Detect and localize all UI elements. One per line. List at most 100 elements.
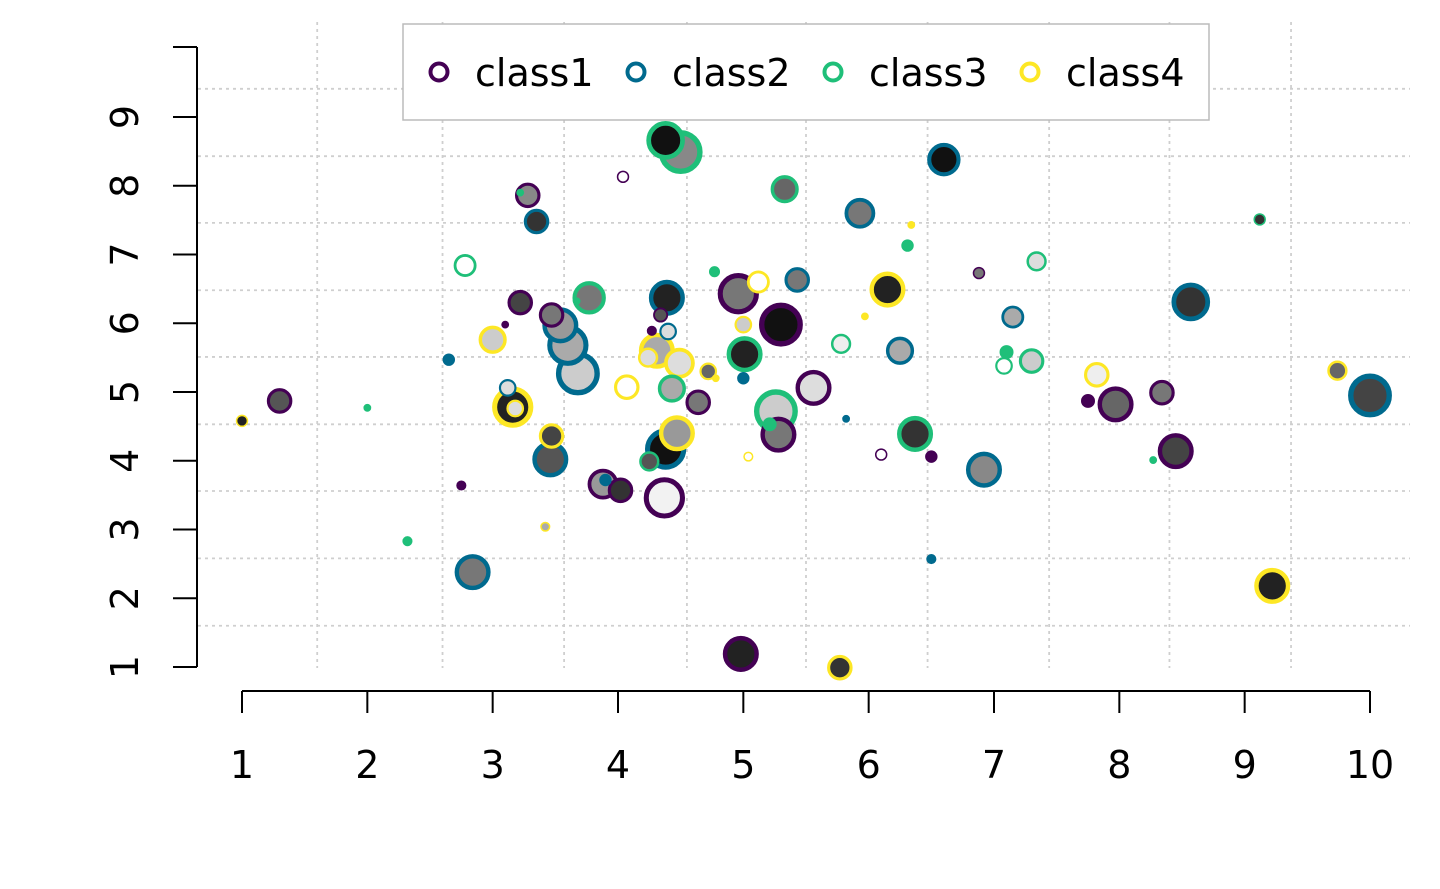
class2-point [885,336,915,365]
x-tick-label: 7 [982,743,1006,787]
class4-point [538,423,565,449]
y-tick-label: 7 [103,242,147,266]
axes: 1 2 3 4 5 6 7 8 9 10 1 2 3 4 5 6 7 8 9 [103,46,1394,787]
y-tick-label: 1 [103,655,147,679]
class4-point [664,347,695,379]
class3-point [402,536,413,547]
data-points [235,121,1392,681]
legend-label-class4: class4 [1066,51,1185,95]
y-tick-label: 3 [103,517,147,541]
class4-point [1084,362,1110,388]
class1-point [685,389,711,416]
class1-point [1097,386,1134,423]
class1-point [1081,393,1095,408]
class1-point [925,450,938,463]
legend-label-class3: class3 [869,51,988,95]
class2-point [1001,305,1025,329]
class2-point [927,142,961,177]
class3-point [726,336,763,373]
class1-point [538,302,565,328]
class3-point [1026,251,1047,272]
class1-point [616,170,630,184]
legend-marker-class3 [822,61,844,83]
class4-point [734,315,753,334]
class2-point [599,473,612,487]
class3-point [646,121,685,160]
class4-point [540,521,551,532]
legend-label-class2: class2 [672,51,791,95]
class4-point [235,414,249,428]
class1-point [646,325,657,336]
class1-point [795,369,832,406]
class4-point [711,374,720,383]
x-tick-label: 10 [1346,743,1394,787]
class2-point [659,322,677,341]
class4-point [506,399,525,418]
class2-point [523,208,550,235]
class4-point [637,347,659,368]
class3-point [901,239,914,252]
class4-point [478,325,507,354]
class3-point [572,297,581,306]
class2-point [844,197,876,229]
class3-point [897,415,934,452]
class2-point [648,279,685,316]
class4-point [614,374,640,400]
class3-point [770,175,799,204]
class1-point [266,388,293,414]
class1-point [643,477,686,519]
class3-point [830,333,852,355]
y-tick-label: 6 [103,311,147,335]
x-tick-label: 2 [355,743,379,787]
class4-point [1254,567,1291,604]
class3-point [1253,213,1266,226]
class2-point [498,379,517,397]
class3-point [995,357,1013,375]
x-tick-label: 9 [1233,743,1257,787]
y-tick-label: 5 [103,380,147,404]
class1-point [501,320,510,329]
class2-point [442,353,456,366]
legend-box [402,23,1210,121]
class1-point [607,477,634,504]
class3-point [999,345,1014,360]
x-tick-label: 4 [606,743,630,787]
class2-point [1348,373,1392,418]
class4-point [827,654,853,681]
class2-point [965,451,1002,488]
class2-point [842,414,851,423]
class1-point [972,266,986,280]
class3-point [1149,456,1158,464]
class4-point [1327,360,1348,381]
x-tick-label: 8 [1107,743,1131,787]
class3-point [708,266,721,278]
class2-point [454,554,491,591]
class4-point [743,451,754,462]
class3-point [657,374,686,403]
class1-point [722,635,759,672]
class1-point [1149,379,1175,406]
legend-marker-class2 [625,61,647,83]
class1-point [653,307,669,323]
class2-point [737,372,750,385]
legend-marker-class1 [428,61,450,83]
class4-point [746,270,770,294]
class3-point [516,188,525,197]
class3-point [639,451,660,472]
x-tick-label: 5 [731,743,755,787]
class4-point [658,415,695,452]
class3-point [572,281,606,315]
class3-point [1018,348,1045,374]
class4-point [861,312,869,321]
x-tick-label: 3 [481,743,505,787]
class1-point [874,448,888,461]
legend-marker-class4 [1019,61,1041,83]
class4-point [699,362,718,381]
class4-point [907,221,916,229]
class2-point [926,554,937,565]
class3-point [363,403,372,412]
legend: class1 class2 class3 class4 [402,23,1210,121]
legend-label-class1: class1 [475,51,594,95]
class3-point [453,254,477,277]
